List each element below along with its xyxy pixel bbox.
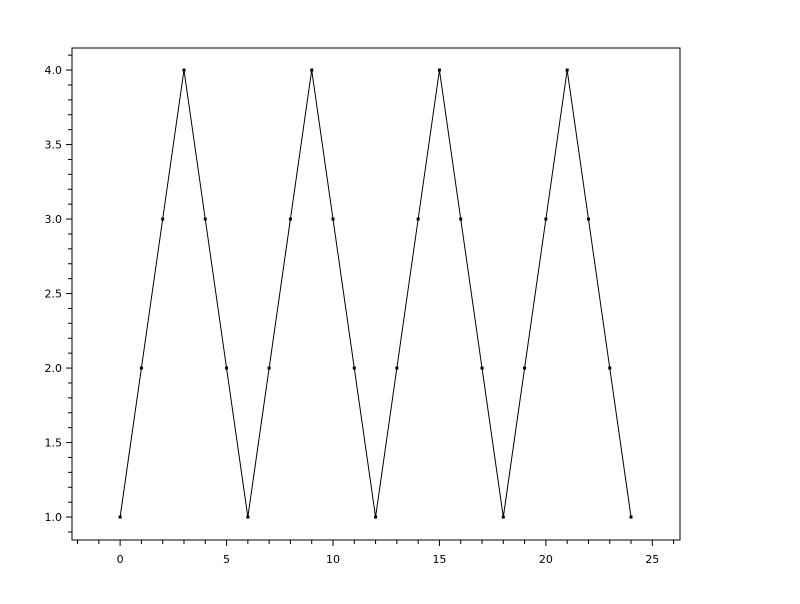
y-tick-label: 3.5 — [45, 139, 63, 152]
data-point — [310, 68, 314, 72]
data-point — [352, 366, 356, 370]
data-point — [523, 366, 527, 370]
x-tick-label: 0 — [117, 553, 124, 566]
data-point — [139, 366, 143, 370]
y-tick-label: 2.0 — [45, 362, 63, 375]
data-point — [501, 515, 505, 519]
data-point — [544, 217, 548, 221]
data-point — [565, 68, 569, 72]
data-point — [182, 68, 186, 72]
axis-ticks — [66, 54, 675, 546]
data-point — [246, 515, 250, 519]
data-point — [459, 217, 463, 221]
data-point — [437, 68, 441, 72]
data-point — [480, 366, 484, 370]
data-point — [331, 217, 335, 221]
y-tick-label: 1.0 — [45, 511, 63, 524]
data-point — [267, 366, 271, 370]
y-tick-label: 3.0 — [45, 213, 63, 226]
plot-area — [71, 47, 681, 541]
x-tick-labels: 0 5 10 15 20 25 — [117, 553, 660, 566]
data-point — [225, 366, 229, 370]
series-group — [118, 68, 633, 519]
x-tick-label: 25 — [645, 553, 659, 566]
data-point — [288, 217, 292, 221]
y-tick-label: 1.5 — [45, 437, 63, 450]
data-point — [118, 515, 122, 519]
x-tick-label: 10 — [326, 553, 340, 566]
data-point — [608, 366, 612, 370]
data-point — [629, 515, 633, 519]
y-tick-labels: 1.0 1.5 2.0 2.5 3.0 3.5 4.0 — [45, 64, 63, 524]
data-point — [374, 515, 378, 519]
data-point — [203, 217, 207, 221]
y-tick-label: 2.5 — [45, 288, 63, 301]
y-tick-label: 4.0 — [45, 64, 63, 77]
x-tick-label: 5 — [223, 553, 230, 566]
data-point — [395, 366, 399, 370]
data-point — [586, 217, 590, 221]
x-tick-label: 20 — [539, 553, 553, 566]
data-point — [416, 217, 420, 221]
x-tick-label: 15 — [432, 553, 446, 566]
data-point — [161, 217, 165, 221]
